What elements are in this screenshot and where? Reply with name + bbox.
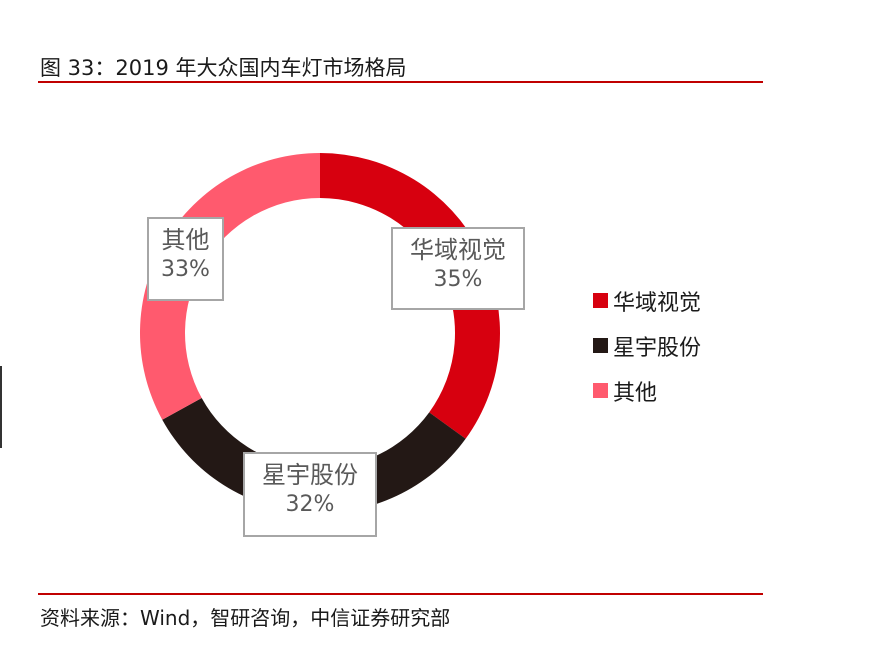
- data-label-value: 32%: [285, 492, 335, 517]
- legend-label: 华域视觉: [613, 290, 702, 316]
- legend-item: 其他: [593, 368, 701, 413]
- data-label-category: 其他: [161, 226, 210, 254]
- title-rule: [38, 81, 763, 83]
- legend-item: 华域视觉: [593, 278, 701, 323]
- legend-swatch: [593, 383, 608, 398]
- figure-title: 图 33：2019 年大众国内车灯市场格局: [40, 56, 407, 80]
- donut-slice-0: [320, 153, 500, 439]
- data-label-slice-2: 其他 33%: [147, 217, 224, 301]
- data-label-category: 星宇股份: [262, 461, 358, 489]
- data-label-category: 华域视觉: [410, 236, 506, 264]
- donut-slice-1: [162, 398, 466, 513]
- legend-label: 星宇股份: [613, 335, 702, 361]
- source-note: 资料来源：Wind，智研咨询，中信证券研究部: [40, 606, 451, 630]
- legend-swatch: [593, 293, 608, 308]
- legend-label: 其他: [613, 380, 658, 406]
- data-label-slice-0: 华域视觉 35%: [391, 227, 525, 310]
- legend-swatch: [593, 338, 608, 353]
- data-label-value: 33%: [161, 257, 210, 282]
- data-label-value: 35%: [433, 267, 483, 292]
- source-rule: [38, 593, 763, 595]
- legend-item: 星宇股份: [593, 323, 701, 368]
- data-label-slice-1: 星宇股份 32%: [243, 452, 377, 537]
- legend: 华域视觉 星宇股份 其他: [593, 278, 701, 413]
- edge-mark: [0, 366, 2, 448]
